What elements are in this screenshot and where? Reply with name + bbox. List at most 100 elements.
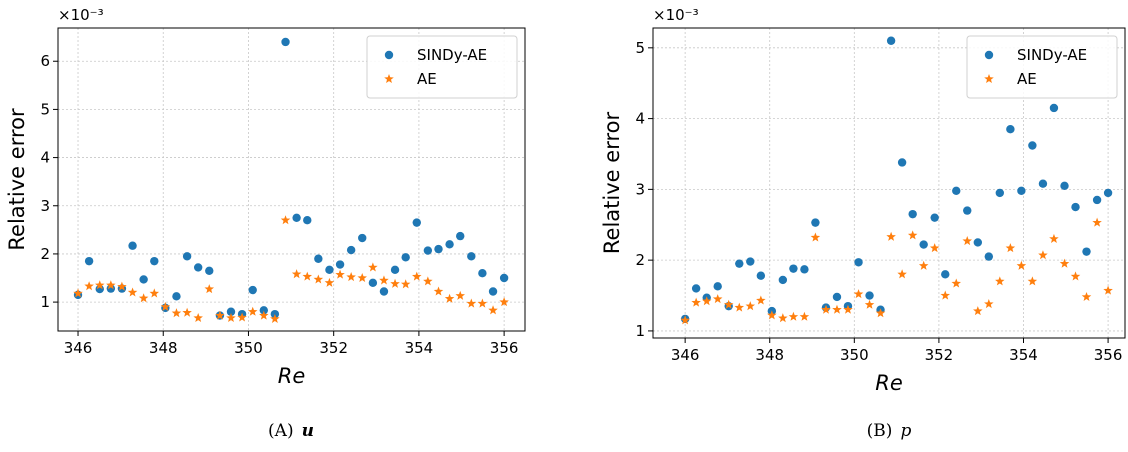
- star-marker: [973, 306, 983, 316]
- legend-label: SINDy-AE: [417, 46, 487, 64]
- circle-marker: [259, 306, 269, 315]
- circle-marker: [139, 275, 148, 284]
- circle-marker: [1103, 188, 1113, 198]
- circle-marker: [1006, 125, 1015, 134]
- circle-marker: [358, 233, 367, 243]
- star-marker: [412, 271, 422, 281]
- caption-symbol: u: [302, 421, 314, 441]
- x-tick-label: 348: [755, 346, 784, 364]
- circle-marker: [930, 213, 939, 222]
- circle-marker: [995, 188, 1005, 198]
- caption-symbol: p: [900, 421, 911, 441]
- star-marker: [357, 273, 367, 283]
- star-marker: [1103, 285, 1113, 295]
- y-tick-label: 3: [40, 197, 50, 215]
- star-marker: [346, 272, 356, 282]
- circle-marker: [172, 292, 181, 301]
- star-marker: [455, 290, 465, 300]
- circle-marker: [941, 270, 950, 279]
- star-marker: [237, 312, 247, 322]
- star-marker: [1059, 258, 1070, 268]
- star-marker: [843, 304, 853, 314]
- circle-marker: [1060, 181, 1069, 191]
- legend-box: [366, 35, 518, 99]
- star-marker: [160, 301, 171, 311]
- x-axis-label: Re: [875, 371, 903, 395]
- circle-marker: [1017, 186, 1026, 195]
- circle-marker: [84, 256, 94, 266]
- star-marker: [423, 276, 433, 286]
- subplot: 1 2 3 4 5 346 348 350 352 354 356 ×10⁻³ Re Relative e…: [600, 6, 1126, 441]
- circle-marker: [292, 213, 301, 222]
- circle-marker: [456, 231, 465, 241]
- star-marker: [907, 230, 918, 240]
- circle-marker: [919, 240, 928, 249]
- caption: (A) u: [268, 421, 314, 441]
- x-tick-label: 346: [671, 346, 700, 364]
- y-tick-label: 5: [635, 39, 645, 57]
- star-marker: [984, 74, 994, 84]
- star-marker: [138, 293, 149, 303]
- circle-marker: [384, 50, 394, 60]
- circle-marker: [467, 252, 476, 261]
- star-marker: [379, 275, 389, 285]
- circle-marker: [423, 246, 433, 255]
- star-marker: [84, 281, 94, 291]
- star-marker: [929, 243, 940, 253]
- star-marker: [723, 299, 734, 309]
- circle-marker: [897, 158, 907, 167]
- star-marker: [951, 278, 961, 288]
- y-offset-label: ×10⁻³: [653, 6, 699, 24]
- star-marker: [95, 280, 105, 290]
- circle-marker: [314, 254, 323, 263]
- star-marker: [1038, 250, 1048, 260]
- circle-marker: [445, 240, 454, 249]
- circle-marker: [984, 50, 994, 60]
- x-tick-label: 354: [405, 339, 434, 357]
- y-offset-label: ×10⁻³: [58, 6, 104, 24]
- circle-marker: [735, 259, 744, 268]
- x-tick-label: 348: [149, 339, 178, 357]
- plot-frame: [652, 27, 1126, 339]
- legend-label: SINDy-AE: [1017, 46, 1087, 64]
- circle-marker: [832, 292, 842, 302]
- circle-marker: [854, 258, 863, 267]
- star-marker: [778, 313, 788, 323]
- star-marker: [1016, 260, 1027, 270]
- circle-marker: [1049, 103, 1059, 113]
- circle-marker: [984, 252, 994, 261]
- star-marker: [886, 231, 896, 241]
- circle-marker: [1071, 202, 1080, 212]
- star-marker: [1049, 233, 1059, 243]
- star-marker: [73, 288, 83, 298]
- star-marker: [810, 232, 821, 242]
- circle-marker: [1082, 247, 1091, 256]
- circle-marker: [908, 209, 917, 219]
- circle-marker: [691, 284, 701, 293]
- circle-marker: [325, 265, 334, 275]
- circle-marker: [1038, 179, 1048, 188]
- star-marker: [291, 269, 302, 279]
- star-marker: [149, 288, 160, 298]
- star-marker: [995, 276, 1005, 286]
- x-tick-label: 352: [925, 346, 954, 364]
- circle-marker: [1028, 141, 1037, 150]
- star-marker: [767, 310, 777, 320]
- star-marker: [182, 307, 192, 317]
- star-marker: [390, 278, 400, 288]
- circle-marker: [412, 218, 421, 227]
- star-marker: [734, 302, 745, 312]
- star-marker: [270, 313, 280, 323]
- star-marker: [477, 298, 488, 308]
- circle-marker: [811, 218, 820, 227]
- y-axis-label: Relative error: [600, 112, 624, 255]
- star-marker: [226, 312, 236, 323]
- circle-marker: [789, 264, 798, 273]
- circle-marker: [865, 291, 874, 300]
- star-marker: [745, 301, 756, 311]
- circle-marker: [182, 252, 192, 261]
- circle-marker: [368, 278, 378, 288]
- plot-frame: [57, 27, 526, 332]
